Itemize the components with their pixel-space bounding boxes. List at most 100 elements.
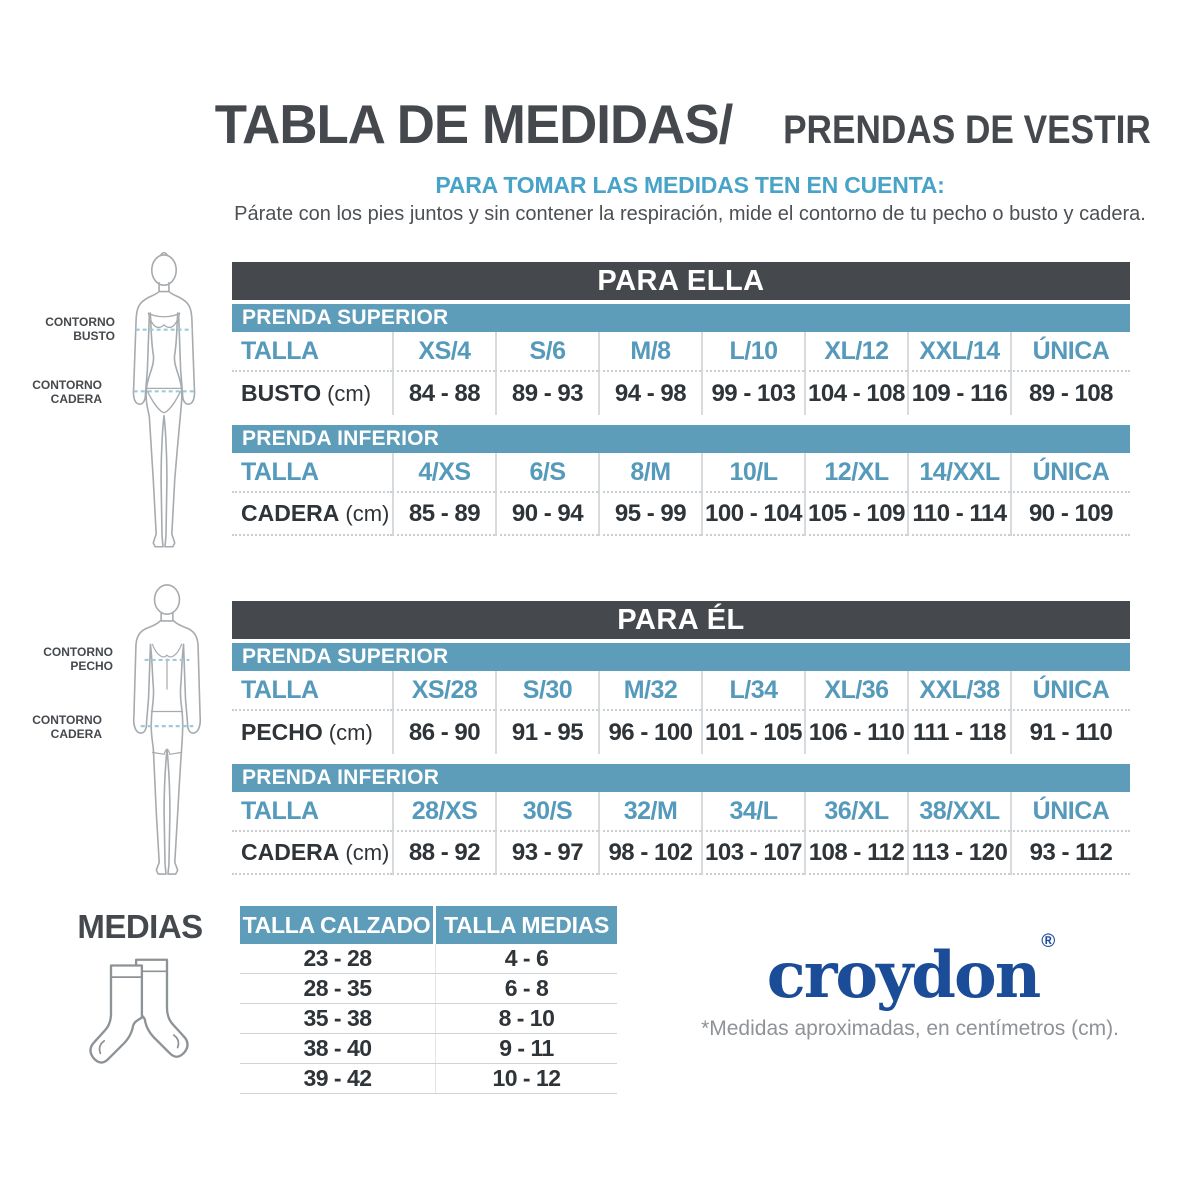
measure-value-cell: 108 - 112 [804, 830, 907, 875]
size-cell: S/30 [495, 671, 598, 709]
measure-unit: (cm) [327, 380, 372, 406]
medias-row: 23 - 28 4 - 6 [240, 944, 617, 974]
measure-value-cell: 89 - 108 [1010, 370, 1130, 415]
size-cell: ÚNICA [1010, 671, 1130, 709]
size-row-header: TALLA [241, 336, 319, 365]
medias-heading: MEDIAS [77, 908, 203, 945]
size-row-header: TALLA [241, 675, 319, 704]
measure-value-cell: 86 - 90 [392, 709, 495, 754]
measure-label: PECHO [241, 719, 323, 745]
male-body-figure [123, 584, 211, 876]
measure-value-cell: 93 - 97 [495, 830, 598, 875]
brand-block: croydon ® *Medidas aproximadas, en centím… [640, 931, 1180, 1041]
medias-size-cell: 8 - 10 [498, 1005, 555, 1031]
measure-value-cell: 98 - 102 [598, 830, 701, 875]
medias-col-calzado: TALLA CALZADO [240, 906, 436, 944]
page-title-main: TABLA DE MEDIDAS/ [214, 93, 734, 155]
instructions-heading: PARA TOMAR LAS MEDIDAS TEN EN CUENTA: [435, 172, 945, 198]
table-para-ella: PARA ELLA PRENDA SUPERIOR TALLA XS/4 S/6… [232, 262, 1130, 536]
measure-unit: (cm) [345, 839, 390, 865]
instructions-text: Párate con los pies juntos y sin contene… [234, 203, 1146, 225]
calzado-range-cell: 38 - 40 [240, 1034, 436, 1063]
table-para-el: PARA ÉL PRENDA SUPERIOR TALLA XS/28 S/30… [232, 601, 1130, 875]
measure-value-cell: 105 - 109 [804, 491, 907, 536]
medias-size-cell: 10 - 12 [492, 1065, 561, 1091]
measure-value-cell: 85 - 89 [392, 491, 495, 536]
registered-mark: ® [1041, 930, 1056, 952]
size-cell: 28/XS [392, 792, 495, 830]
calzado-range-cell: 28 - 35 [240, 974, 436, 1003]
page-title: TABLA DE MEDIDAS/ PRENDAS DE VESTIR [190, 92, 1190, 156]
measure-unit: (cm) [328, 719, 373, 745]
size-cell: ÚNICA [1010, 792, 1130, 830]
size-cell: M/8 [598, 332, 701, 370]
measure-value-cell: 91 - 95 [495, 709, 598, 754]
measure-value-cell: 106 - 110 [804, 709, 907, 754]
size-cell: 14/XXL [907, 453, 1010, 491]
size-cell: XL/12 [804, 332, 907, 370]
size-cell: 10/L [701, 453, 804, 491]
measure-value-cell: 90 - 94 [495, 491, 598, 536]
size-cell: 36/XL [804, 792, 907, 830]
measurements-note: *Medidas aproximadas, en centímetros (cm… [701, 1017, 1119, 1041]
measure-value-cell: 94 - 98 [598, 370, 701, 415]
calzado-range-cell: 35 - 38 [240, 1004, 436, 1033]
size-cell: 4/XS [392, 453, 495, 491]
measure-row-header: BUSTO (cm) [232, 370, 392, 415]
measure-row: CADERA (cm) 88 - 92 93 - 97 98 - 102 103… [232, 830, 1130, 875]
band-prenda-inferior: PRENDA INFERIOR [232, 764, 1130, 792]
size-cell: 6/S [495, 453, 598, 491]
croydon-logo: croydon ® [640, 931, 1180, 1009]
size-cell: XS/4 [392, 332, 495, 370]
size-cell: 30/S [495, 792, 598, 830]
measure-unit: (cm) [345, 500, 390, 526]
male-chest-contour-label: CONTORNO PECHO [43, 645, 113, 674]
measure-value-cell: 103 - 107 [701, 830, 804, 875]
size-cell: ÚNICA [1010, 453, 1130, 491]
size-cell: 8/M [598, 453, 701, 491]
measure-row: BUSTO (cm) 84 - 88 89 - 93 94 - 98 99 - … [232, 370, 1130, 415]
medias-table-header: TALLA CALZADO TALLA MEDIAS [240, 906, 617, 944]
size-cell: 32/M [598, 792, 701, 830]
medias-size-cell: 9 - 11 [499, 1035, 554, 1061]
size-cell: 12/XL [804, 453, 907, 491]
size-row-header: TALLA [241, 796, 319, 825]
band-prenda-inferior: PRENDA INFERIOR [232, 425, 1130, 453]
measure-value-cell: 111 - 118 [907, 709, 1010, 754]
measure-value-cell: 93 - 112 [1010, 830, 1130, 875]
size-cell: XS/28 [392, 671, 495, 709]
measure-value-cell: 100 - 104 [701, 491, 804, 536]
measure-value-cell: 91 - 110 [1010, 709, 1130, 754]
measure-label: BUSTO [241, 380, 322, 406]
brand-name: croydon [766, 938, 1042, 1013]
measure-value-cell: 109 - 116 [907, 370, 1010, 415]
calzado-range-cell: 39 - 42 [240, 1064, 436, 1093]
size-row: TALLA XS/28 S/30 M/32 L/34 XL/36 XXL/38 … [232, 671, 1130, 709]
size-cell: S/6 [495, 332, 598, 370]
size-cell: XL/36 [804, 671, 907, 709]
measure-value-cell: 95 - 99 [598, 491, 701, 536]
table-ella-title: PARA ELLA [232, 262, 1130, 300]
socks-icon [89, 958, 189, 1064]
measure-row-header: CADERA (cm) [232, 491, 392, 536]
size-cell: 38/XXL [907, 792, 1010, 830]
measure-label: CADERA [241, 500, 340, 526]
measure-value-cell: 96 - 100 [598, 709, 701, 754]
measure-value-cell: 104 - 108 [804, 370, 907, 415]
size-cell: L/10 [701, 332, 804, 370]
measure-value-cell: 113 - 120 [907, 830, 1010, 875]
measure-value-cell: 88 - 92 [392, 830, 495, 875]
measure-row-header: PECHO (cm) [232, 709, 392, 754]
size-cell: XXL/14 [907, 332, 1010, 370]
size-row: TALLA 28/XS 30/S 32/M 34/L 36/XL 38/XXL … [232, 792, 1130, 830]
medias-row: 39 - 42 10 - 12 [240, 1064, 617, 1094]
measure-row: PECHO (cm) 86 - 90 91 - 95 96 - 100 101 … [232, 709, 1130, 754]
size-cell: ÚNICA [1010, 332, 1130, 370]
medias-row: 38 - 40 9 - 11 [240, 1034, 617, 1064]
medias-row: 35 - 38 8 - 10 [240, 1004, 617, 1034]
size-cell: 34/L [701, 792, 804, 830]
measure-value-cell: 84 - 88 [392, 370, 495, 415]
male-hip-contour-label: CONTORNO CADERA [32, 713, 102, 742]
medias-col-medias: TALLA MEDIAS [443, 911, 610, 938]
